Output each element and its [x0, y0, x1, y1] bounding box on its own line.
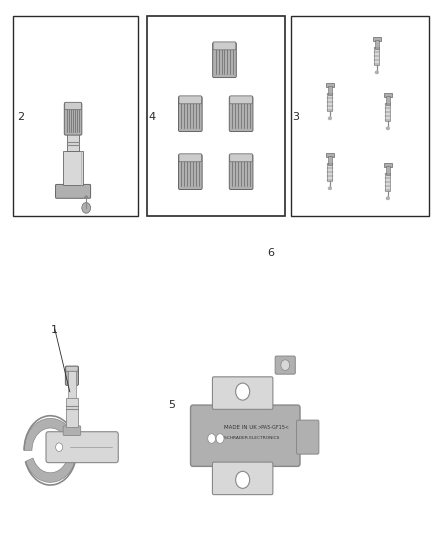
Ellipse shape [386, 127, 389, 130]
Bar [328, 93, 332, 111]
FancyBboxPatch shape [213, 42, 236, 50]
Bar [374, 47, 379, 64]
FancyBboxPatch shape [297, 420, 319, 454]
Text: 6: 6 [267, 248, 274, 258]
Circle shape [56, 443, 63, 451]
Bar [68, 371, 76, 398]
Wedge shape [24, 418, 77, 482]
Bar [373, 37, 381, 42]
Text: 5: 5 [169, 400, 176, 410]
Bar [384, 163, 392, 167]
Bar [291, 16, 429, 216]
Circle shape [281, 360, 290, 370]
Text: 3: 3 [293, 112, 300, 122]
Bar [67, 119, 79, 151]
Text: 1: 1 [50, 325, 57, 335]
FancyBboxPatch shape [65, 102, 81, 110]
Circle shape [216, 434, 224, 443]
Circle shape [82, 203, 91, 213]
Text: SCHRADER ELECTRONICS: SCHRADER ELECTRONICS [224, 436, 279, 440]
FancyBboxPatch shape [212, 462, 273, 495]
Bar [328, 156, 332, 165]
Bar [328, 86, 332, 95]
Ellipse shape [85, 196, 88, 198]
FancyBboxPatch shape [191, 405, 300, 466]
FancyBboxPatch shape [275, 356, 295, 374]
FancyBboxPatch shape [64, 102, 82, 135]
FancyBboxPatch shape [65, 366, 78, 385]
FancyBboxPatch shape [179, 96, 202, 132]
Bar [384, 93, 392, 97]
Text: 4: 4 [148, 112, 155, 122]
Bar [386, 166, 390, 175]
Bar [64, 151, 83, 185]
Ellipse shape [328, 187, 332, 189]
Bar [66, 398, 78, 427]
Circle shape [208, 434, 215, 443]
Bar [375, 40, 379, 49]
Bar [326, 152, 334, 157]
Bar [147, 16, 285, 216]
FancyBboxPatch shape [56, 184, 91, 198]
Text: MADE IN UK: MADE IN UK [224, 425, 257, 430]
FancyBboxPatch shape [230, 96, 253, 104]
Bar [326, 83, 334, 87]
Ellipse shape [328, 117, 332, 119]
Bar [385, 103, 390, 120]
Circle shape [236, 383, 250, 400]
Ellipse shape [386, 197, 389, 199]
Bar [386, 96, 390, 105]
FancyBboxPatch shape [213, 43, 237, 78]
Bar [13, 16, 138, 216]
Circle shape [236, 471, 250, 488]
FancyBboxPatch shape [63, 426, 81, 435]
Text: 2: 2 [17, 112, 24, 122]
FancyBboxPatch shape [230, 154, 253, 162]
FancyBboxPatch shape [46, 432, 118, 463]
FancyBboxPatch shape [212, 377, 273, 409]
Bar [385, 173, 390, 191]
FancyBboxPatch shape [230, 155, 253, 190]
FancyBboxPatch shape [66, 366, 78, 371]
FancyBboxPatch shape [179, 154, 201, 162]
Ellipse shape [375, 71, 378, 74]
FancyBboxPatch shape [230, 96, 253, 132]
FancyBboxPatch shape [179, 155, 202, 190]
Bar [328, 163, 332, 181]
Text: >PA5-GF15<: >PA5-GF15< [258, 425, 290, 430]
FancyBboxPatch shape [179, 96, 201, 104]
